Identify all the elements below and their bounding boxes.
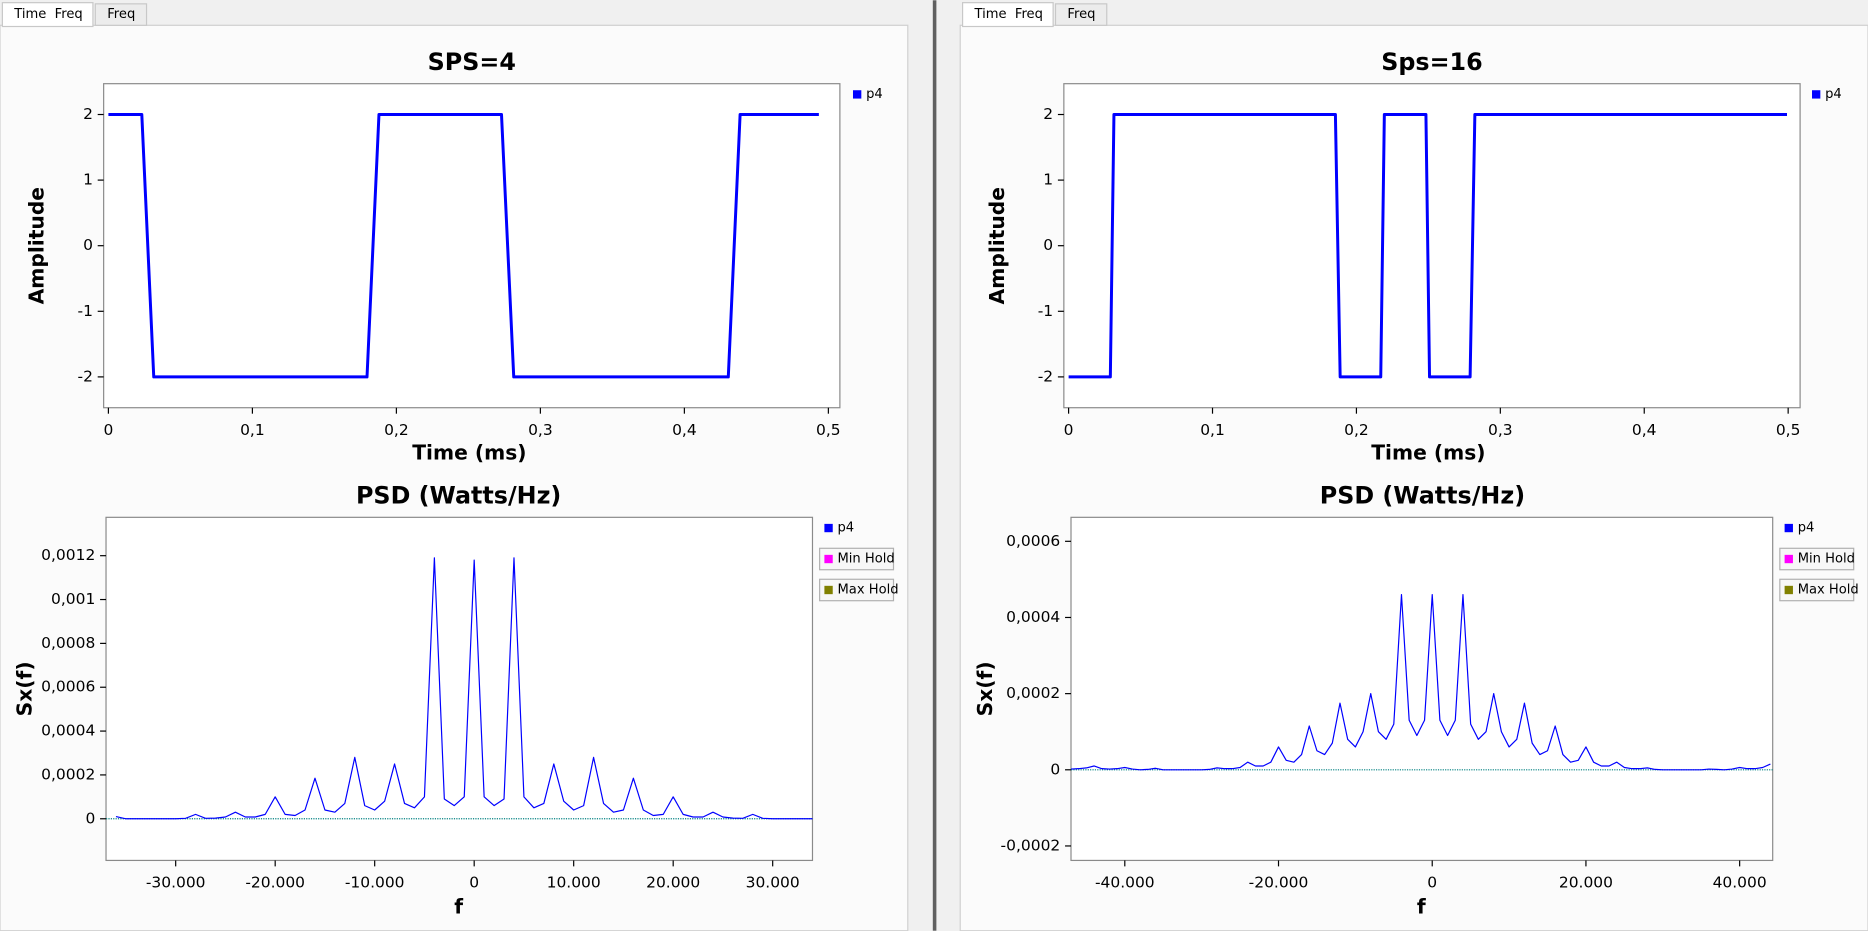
x-tick-label: 0 xyxy=(1064,421,1074,439)
y-tick-label: 0,0012 xyxy=(41,546,95,564)
legend-swatch xyxy=(1784,554,1793,564)
x-tick-label: -30.000 xyxy=(146,874,206,892)
x-tick-label: 0,3 xyxy=(528,421,553,439)
x-tick-label: 0 xyxy=(103,421,113,439)
x-tick-label: -20.000 xyxy=(245,874,305,892)
y-tick-label: 0,0006 xyxy=(41,678,95,696)
legend-label[interactable]: Min Hold xyxy=(838,552,895,567)
series-line xyxy=(108,113,819,379)
series-line xyxy=(1068,113,1788,379)
tab-label[interactable]: Freq xyxy=(1067,7,1095,22)
x-tick-label: 20.000 xyxy=(1559,874,1613,892)
y-tick-label: 0,0004 xyxy=(1006,608,1060,626)
legend-label[interactable]: Max Hold xyxy=(838,582,899,597)
legend-item[interactable] xyxy=(1779,578,1855,602)
legend-swatch xyxy=(1812,90,1821,99)
legend-label: p4 xyxy=(838,521,855,536)
y-tick-label: 1 xyxy=(83,171,93,189)
x-tick-label: 0,2 xyxy=(384,421,409,439)
x-tick-label: 0 xyxy=(1427,874,1437,892)
legend-item[interactable] xyxy=(1779,547,1855,571)
tab[interactable] xyxy=(94,3,148,26)
legend-swatch xyxy=(824,523,833,533)
separator xyxy=(932,0,937,931)
legend-label: p4 xyxy=(1798,521,1815,536)
chart-title: PSD (Watts/Hz) xyxy=(356,482,561,510)
x-tick-label: 40.000 xyxy=(1713,874,1767,892)
tab-label[interactable]: Time Freq xyxy=(974,7,1043,22)
chart-title: PSD (Watts/Hz) xyxy=(1320,482,1525,510)
x-tick-label: 0 xyxy=(469,874,479,892)
legend-item[interactable] xyxy=(819,547,895,571)
x-tick-label: 0,4 xyxy=(672,421,697,439)
y-tick-label: 0,0004 xyxy=(41,722,95,740)
plot-area xyxy=(103,83,841,409)
x-tick-label: 0,2 xyxy=(1344,421,1369,439)
y-tick-label: 0,001 xyxy=(51,590,95,608)
y-tick-label: 0 xyxy=(1043,236,1053,254)
x-tick-label: 0,4 xyxy=(1632,421,1657,439)
tab-label[interactable]: Time Freq xyxy=(13,7,82,22)
y-tick-label: 2 xyxy=(83,105,93,123)
y-tick-label: 0 xyxy=(83,236,93,254)
legend-swatch xyxy=(824,554,833,564)
legend-label[interactable]: Min Hold xyxy=(1798,552,1855,567)
y-tick-label: 0 xyxy=(1050,760,1060,778)
x-tick-label: 0,5 xyxy=(816,421,841,439)
y-tick-label: 0,0002 xyxy=(41,765,95,783)
x-tick-label: 0,3 xyxy=(1488,421,1513,439)
chart-title: SPS=4 xyxy=(428,48,516,76)
y-tick-label: 0,0008 xyxy=(41,634,95,652)
x-axis-label: f xyxy=(1417,895,1426,919)
plot-area xyxy=(1063,83,1801,409)
tab[interactable] xyxy=(961,2,1054,28)
y-tick-label: 1 xyxy=(1043,171,1053,189)
tab-label[interactable]: Freq xyxy=(107,7,135,22)
x-tick-label: 10.000 xyxy=(547,874,601,892)
legend-swatch xyxy=(1784,585,1793,595)
y-tick-label: -2 xyxy=(77,367,92,385)
y-tick-label: 0 xyxy=(85,809,95,827)
plot-area xyxy=(105,516,814,862)
x-tick-label: 0,1 xyxy=(240,421,265,439)
chart-title: Sps=16 xyxy=(1381,48,1482,76)
x-tick-label: 0,5 xyxy=(1776,421,1801,439)
y-axis-label: Amplitude xyxy=(985,187,1009,304)
x-tick-label: 20.000 xyxy=(646,874,700,892)
x-tick-label: -10.000 xyxy=(345,874,405,892)
legend-item[interactable] xyxy=(819,578,895,602)
tab[interactable] xyxy=(1054,3,1108,26)
series-line xyxy=(115,557,813,820)
legend-swatch xyxy=(824,585,833,595)
y-tick-label: 0,0002 xyxy=(1006,684,1060,702)
x-tick-label: 30.000 xyxy=(746,874,800,892)
x-axis-label: Time (ms) xyxy=(412,441,526,465)
legend-label: p4 xyxy=(866,87,883,102)
y-tick-label: -0,0002 xyxy=(1001,836,1061,854)
y-tick-label: -1 xyxy=(77,302,92,320)
y-tick-label: 0,0006 xyxy=(1006,532,1060,550)
y-axis-label: Amplitude xyxy=(25,187,49,304)
y-tick-label: -2 xyxy=(1038,367,1053,385)
legend-label: p4 xyxy=(1825,87,1842,102)
x-tick-label: -20.000 xyxy=(1249,874,1309,892)
y-tick-label: 2 xyxy=(1043,105,1053,123)
x-tick-label: 0,1 xyxy=(1200,421,1225,439)
legend-label[interactable]: Max Hold xyxy=(1798,582,1859,597)
legend-swatch xyxy=(1784,523,1793,533)
plot-area xyxy=(1070,516,1774,862)
y-axis-label: Sx(f) xyxy=(13,661,37,716)
x-axis-label: f xyxy=(454,895,463,919)
legend-swatch xyxy=(852,90,862,99)
y-tick-label: -1 xyxy=(1038,302,1053,320)
tab[interactable] xyxy=(1,2,94,28)
y-axis-label: Sx(f) xyxy=(973,661,997,716)
x-axis-label: Time (ms) xyxy=(1371,441,1485,465)
x-tick-label: -40.000 xyxy=(1095,874,1155,892)
series-line xyxy=(1070,594,1771,771)
